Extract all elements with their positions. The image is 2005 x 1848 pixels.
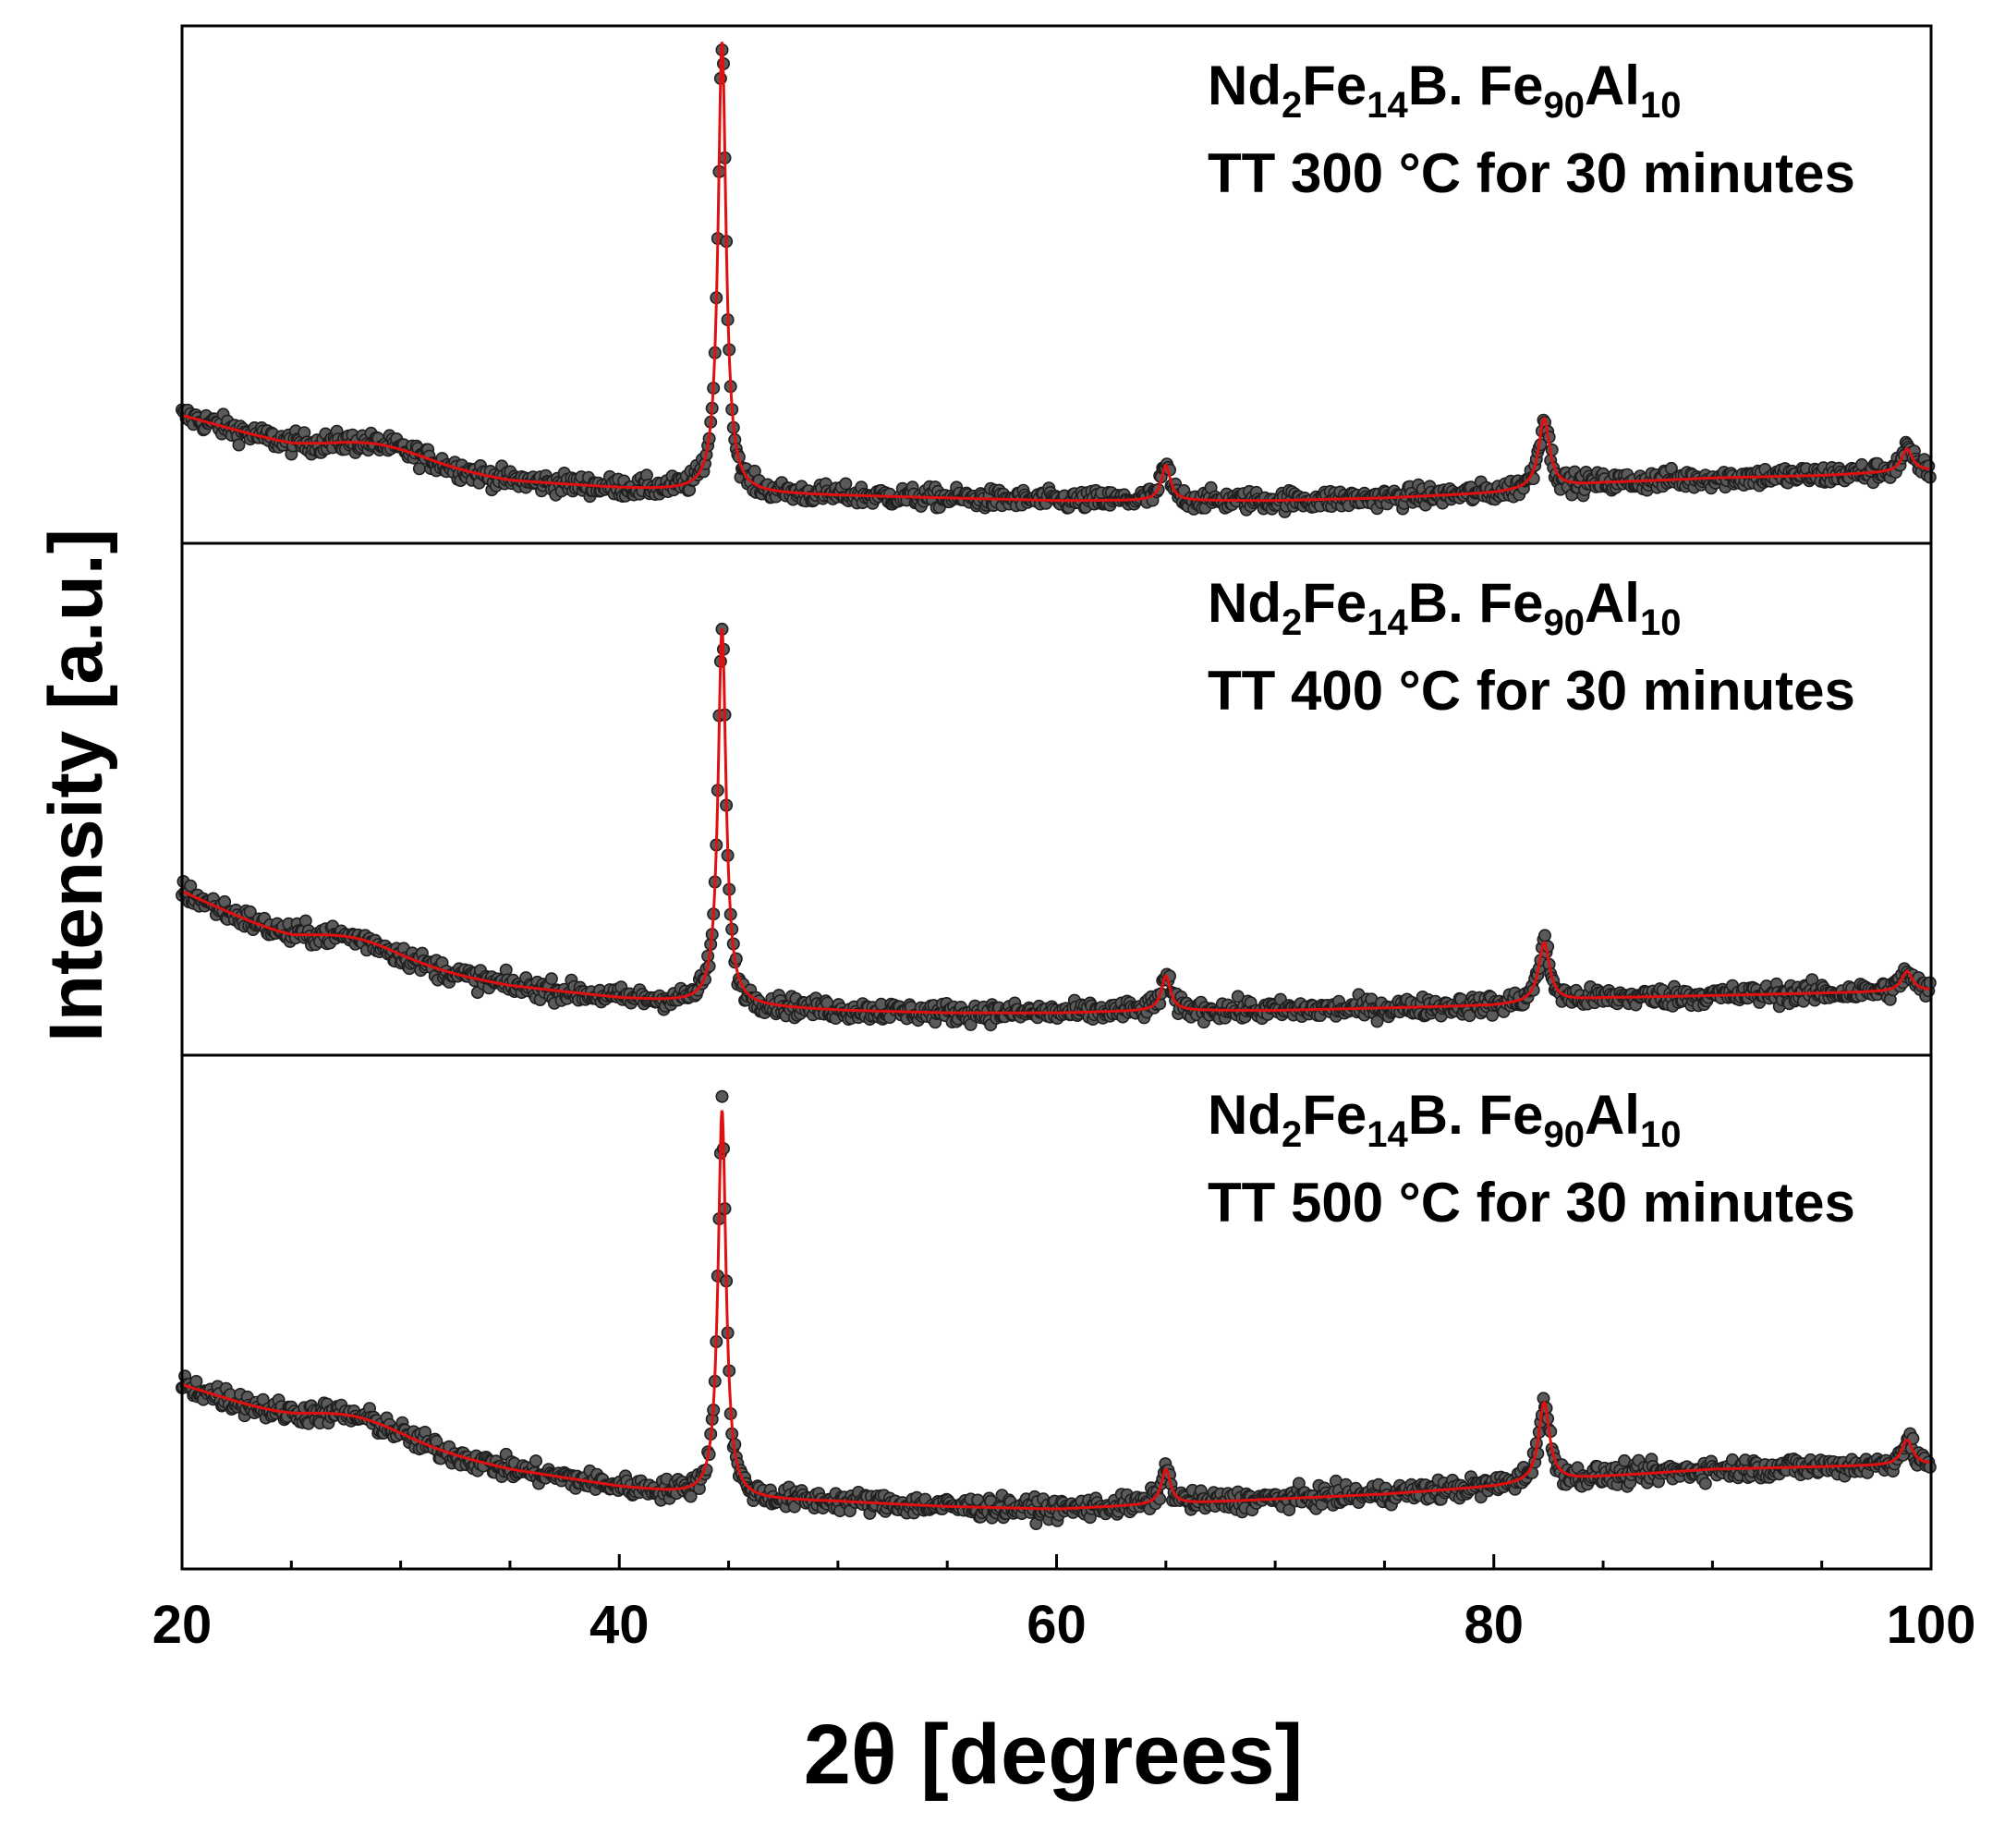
- panel-3: Nd2Fe14B. Fe90Al10 TT 500 °C for 30 minut…: [176, 1053, 1937, 1571]
- data-point: [412, 462, 426, 476]
- panel-1: Nd2Fe14B. Fe90Al10 TT 300 °C for 30 minut…: [176, 24, 1937, 545]
- data-point: [189, 1375, 203, 1389]
- data-point: [544, 972, 558, 986]
- data-point: [232, 438, 246, 452]
- y-axis-title: Intensity [a.u.]: [34, 529, 118, 1042]
- x-axis-title: 2θ [degrees]: [804, 1708, 1304, 1802]
- panel-condition-label: TT 400 °C for 30 minutes: [1208, 660, 1855, 722]
- x-tick-label: 100: [1887, 1595, 1976, 1655]
- data-point: [1538, 929, 1552, 942]
- panel-condition-label: TT 300 °C for 30 minutes: [1208, 142, 1855, 204]
- x-tick-label: 60: [1027, 1595, 1087, 1655]
- data-point: [1698, 1477, 1712, 1490]
- panel-formula-label: Nd2Fe14B. Fe90Al10: [1208, 572, 1681, 643]
- data-point: [529, 1454, 542, 1468]
- data-point: [715, 1089, 729, 1103]
- panel-formula-label: Nd2Fe14B. Fe90Al10: [1208, 55, 1681, 126]
- x-tick-label: 80: [1464, 1595, 1524, 1655]
- experimental-points: [176, 43, 1937, 518]
- panel-condition-label: TT 500 °C for 30 minutes: [1208, 1172, 1855, 1234]
- experimental-points: [176, 1089, 1937, 1531]
- data-point: [839, 477, 853, 491]
- x-tick-label: 20: [152, 1595, 213, 1655]
- panel-formula-label: Nd2Fe14B. Fe90Al10: [1208, 1084, 1681, 1155]
- x-tick-label: 40: [589, 1595, 650, 1655]
- panel-2: Nd2Fe14B. Fe90Al10 TT 400 °C for 30 minut…: [176, 541, 1937, 1057]
